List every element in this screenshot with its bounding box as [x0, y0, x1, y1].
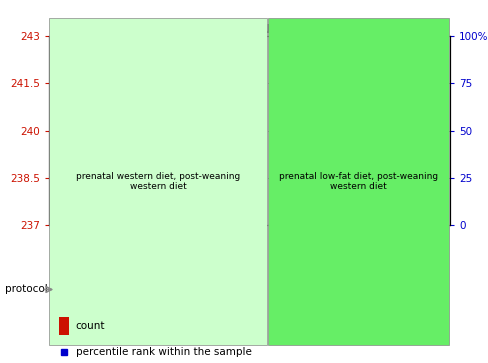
Bar [49, 18, 266, 345]
Bar [166, 65, 186, 225]
Bar [267, 18, 448, 345]
Text: GSM1093605: GSM1093605 [353, 229, 363, 281]
Bar [421, 175, 441, 225]
Text: GSM1093600: GSM1093600 [62, 229, 71, 281]
Bar [312, 129, 332, 225]
Text: prenatal low-fat diet, post-weaning
western diet: prenatal low-fat diet, post-weaning west… [279, 172, 437, 191]
Bar [348, 150, 368, 225]
Text: GSM1093619: GSM1093619 [244, 229, 253, 280]
Bar [59, 317, 69, 335]
Text: protocol: protocol [5, 285, 47, 294]
Bar [93, 80, 113, 225]
Text: GSM1093601: GSM1093601 [317, 229, 326, 280]
Text: GSM1093615: GSM1093615 [208, 229, 217, 280]
Text: GSM1093612: GSM1093612 [427, 229, 435, 280]
Bar [275, 218, 295, 225]
Text: GSM1093602: GSM1093602 [99, 229, 108, 280]
Title: GDS5293 / ILMN_2489519: GDS5293 / ILMN_2489519 [167, 22, 330, 35]
Text: percentile rank within the sample: percentile rank within the sample [76, 347, 251, 357]
Text: count: count [76, 321, 105, 331]
Bar [57, 184, 77, 225]
Text: GSM1093609: GSM1093609 [172, 229, 181, 281]
Bar [130, 150, 150, 225]
Text: GSM1093604: GSM1093604 [135, 229, 144, 281]
Bar [203, 153, 223, 225]
Bar [385, 83, 405, 225]
Text: prenatal western diet, post-weaning
western diet: prenatal western diet, post-weaning west… [76, 172, 240, 191]
Bar [239, 220, 259, 225]
Text: GSM1093599: GSM1093599 [281, 229, 290, 281]
Text: GSM1093608: GSM1093608 [390, 229, 399, 280]
